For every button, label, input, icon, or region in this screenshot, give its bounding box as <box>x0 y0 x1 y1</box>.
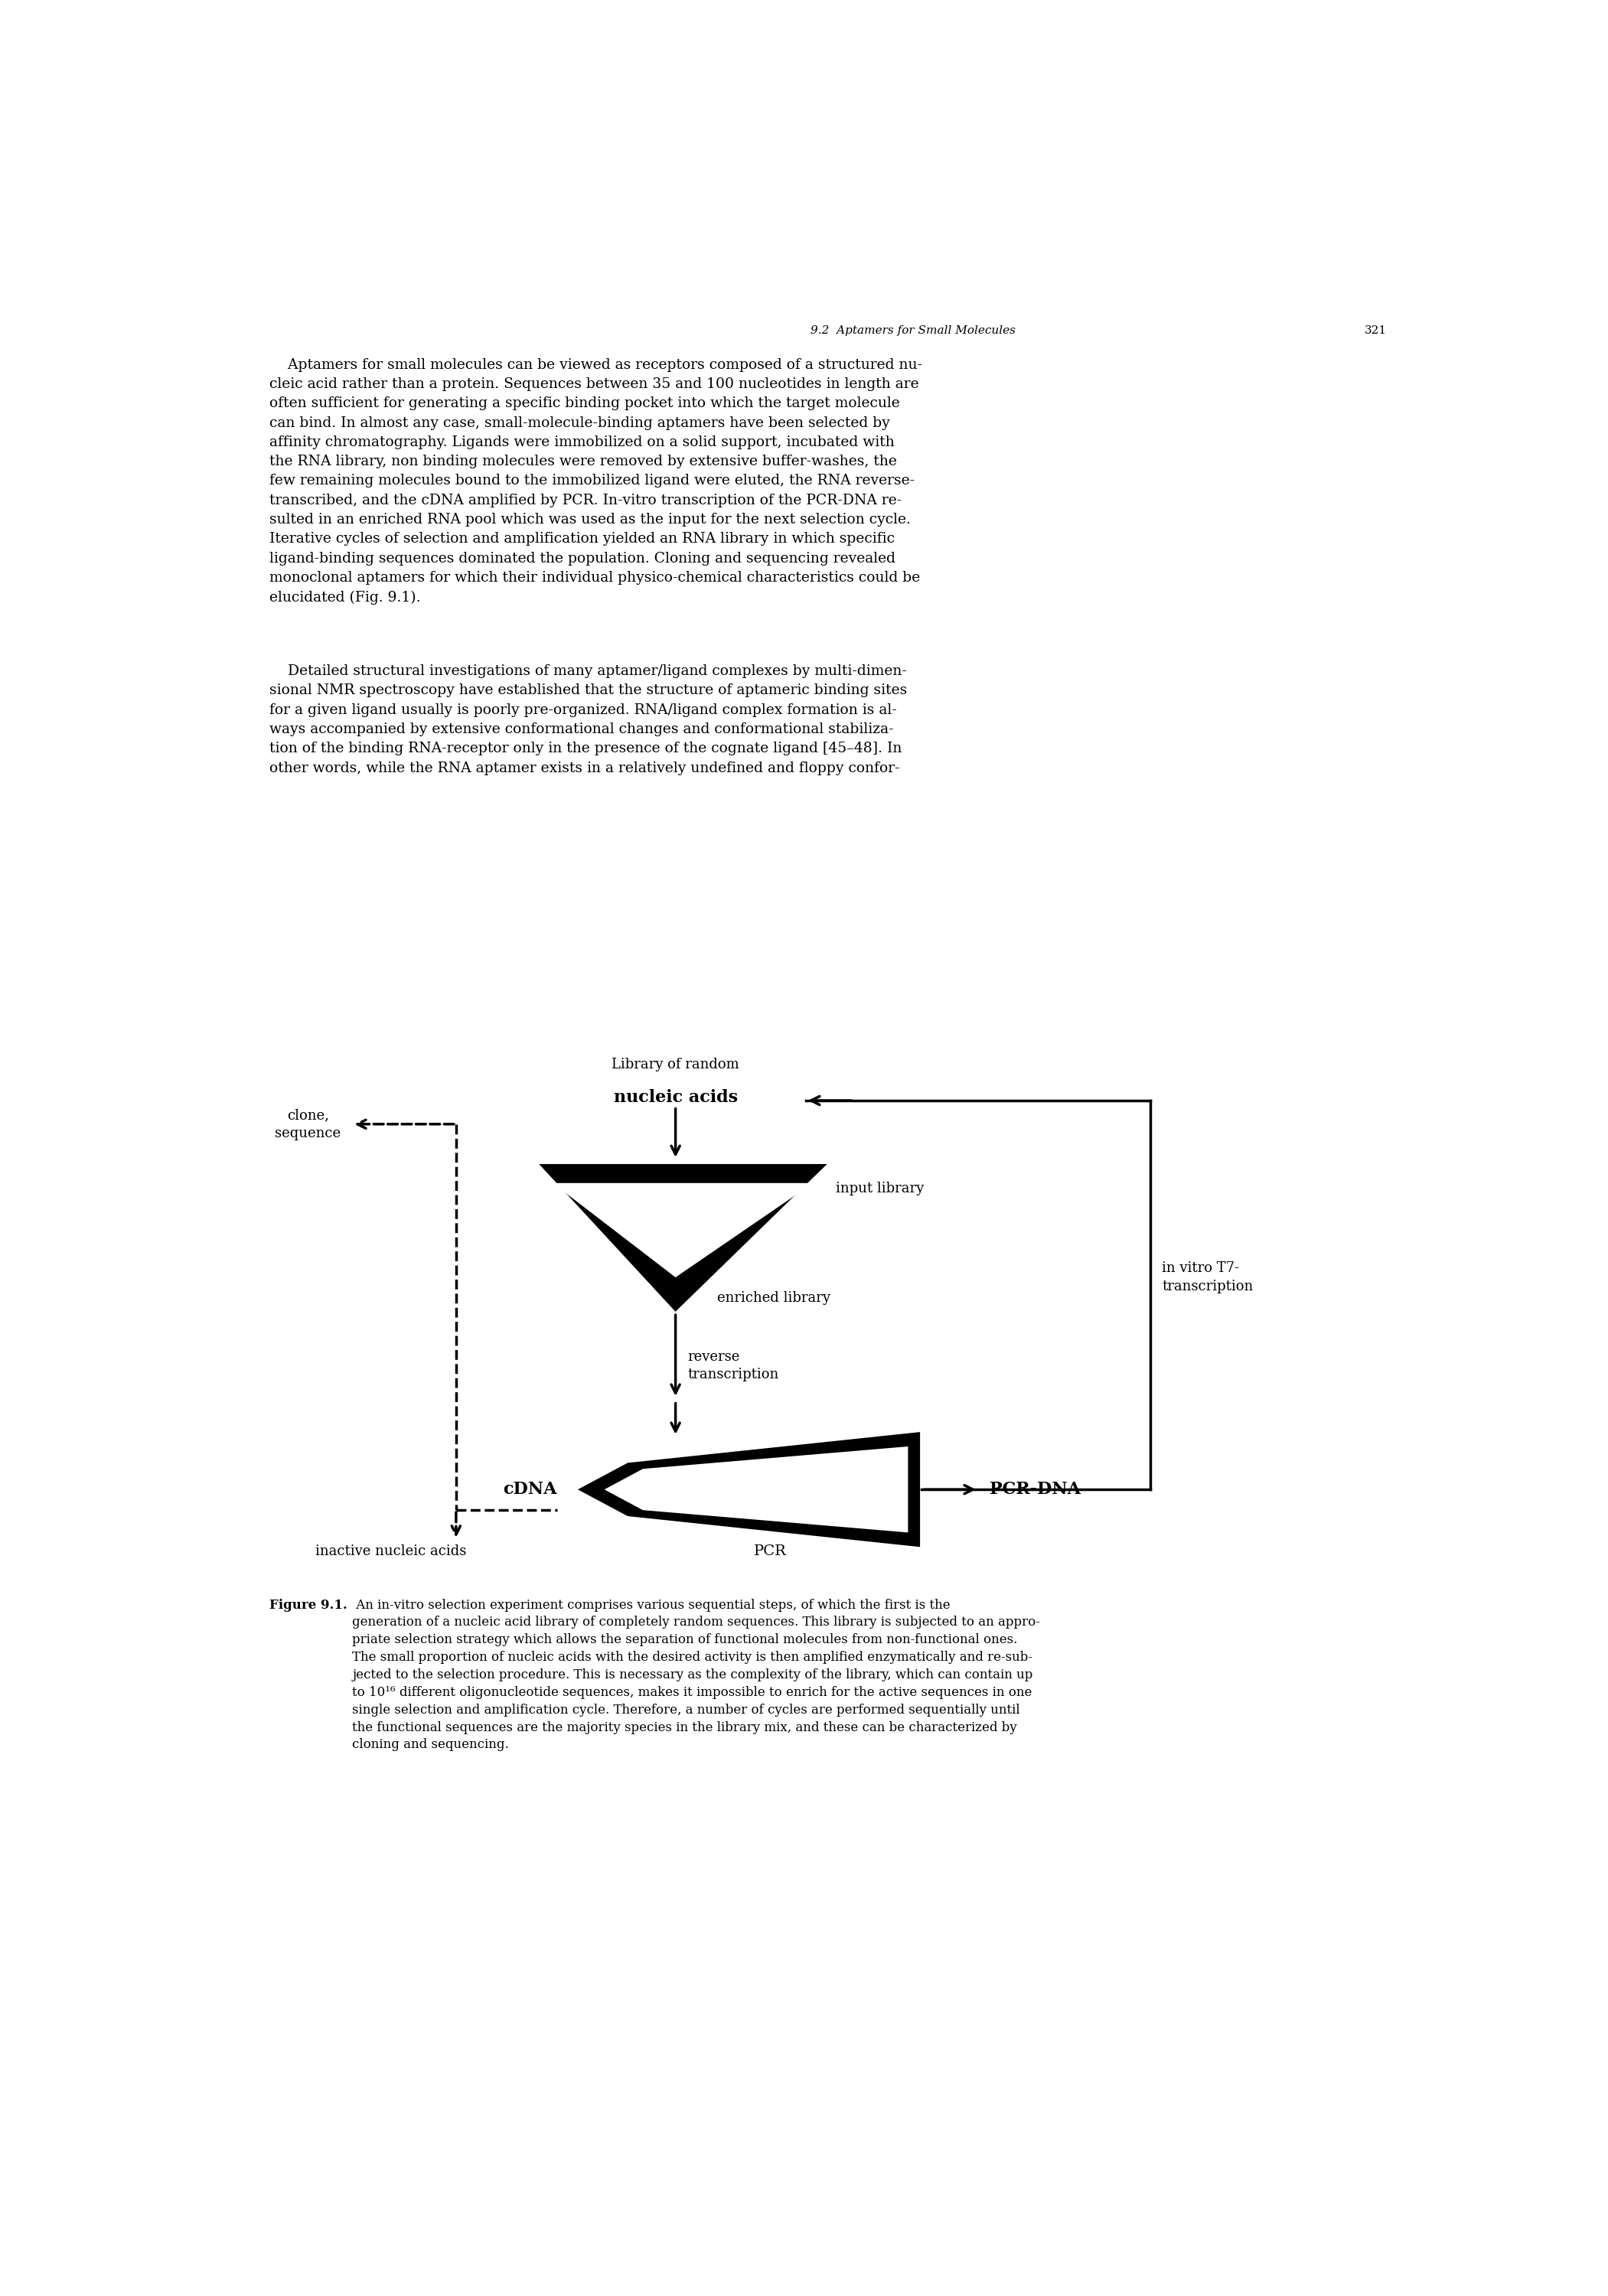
Text: nucleic acids: nucleic acids <box>614 1088 738 1107</box>
Text: amplification: amplification <box>696 1483 809 1497</box>
Text: PCR: PCR <box>754 1545 786 1559</box>
Text: input library: input library <box>836 1182 925 1196</box>
Text: clone,
sequence: clone, sequence <box>275 1109 341 1141</box>
Polygon shape <box>580 1433 918 1545</box>
Polygon shape <box>553 1182 814 1277</box>
Text: inactive nucleic acids: inactive nucleic acids <box>315 1545 466 1559</box>
Text: Figure 9.1.: Figure 9.1. <box>269 1598 347 1612</box>
Text: reverse
transcription: reverse transcription <box>687 1350 778 1382</box>
Text: Detailed structural investigations of many aptamer/ligand complexes by multi-dim: Detailed structural investigations of ma… <box>269 664 907 776</box>
Text: cDNA: cDNA <box>503 1481 556 1497</box>
Text: in vitro T7-
transcription: in vitro T7- transcription <box>1163 1261 1253 1295</box>
Text: Aptamers for small molecules can be viewed as receptors composed of a structured: Aptamers for small molecules can be view… <box>269 358 921 604</box>
Text: 321: 321 <box>1364 326 1386 335</box>
Text: Library of random: Library of random <box>611 1056 740 1070</box>
Text: An in-vitro selection experiment comprises various sequential steps, of which th: An in-vitro selection experiment compris… <box>352 1598 1040 1752</box>
Text: PCR-DNA: PCR-DNA <box>991 1481 1081 1497</box>
Text: Selection: Selection <box>637 1194 714 1208</box>
Text: enriched library: enriched library <box>717 1290 830 1304</box>
Polygon shape <box>542 1166 823 1309</box>
Polygon shape <box>605 1446 909 1531</box>
Text: 9.2  Aptamers for Small Molecules: 9.2 Aptamers for Small Molecules <box>810 326 1015 335</box>
